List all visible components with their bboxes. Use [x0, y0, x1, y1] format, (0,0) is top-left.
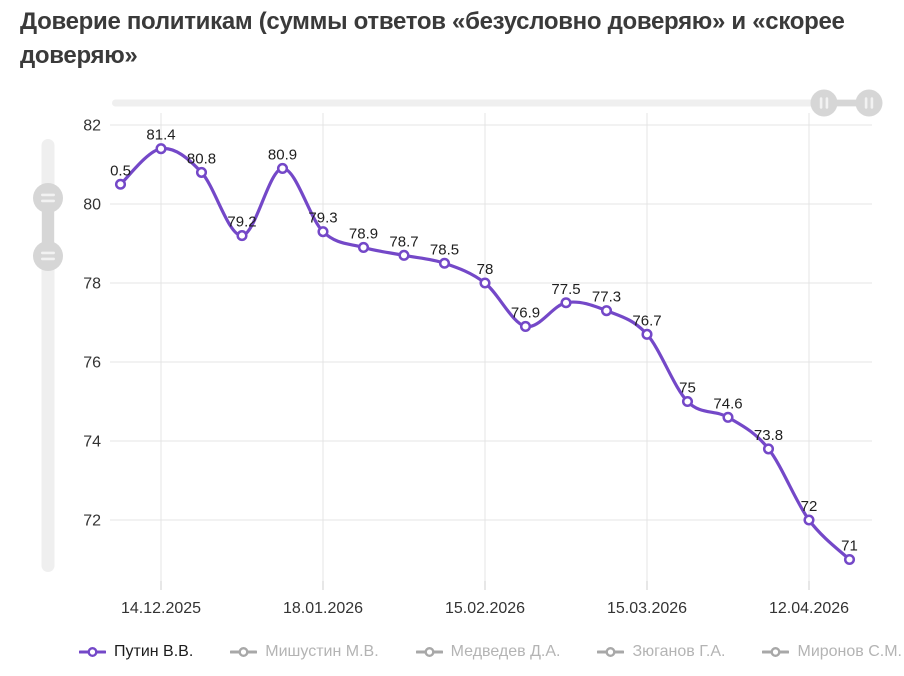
data-point[interactable]	[357, 241, 370, 253]
data-point[interactable]	[722, 411, 734, 423]
pause-bars-icon	[819, 97, 823, 109]
data-point-label: 74.6	[713, 395, 742, 412]
x-range-slider[interactable]	[112, 89, 883, 117]
y-tick-label: 78	[83, 276, 101, 293]
data-point-label: 79.2	[227, 214, 256, 231]
legend-item-label: Путин В.В.	[114, 643, 194, 660]
y-range-handle-bottom[interactable]	[33, 241, 63, 271]
data-point[interactable]	[843, 553, 856, 566]
data-point-label: 77.3	[592, 289, 621, 306]
drag-lines-icon	[41, 251, 55, 255]
data-point-label: 80.8	[187, 150, 216, 167]
legend-item-1[interactable]: Мишустин М.В.	[230, 643, 379, 661]
data-point[interactable]	[438, 257, 451, 269]
legend-item-4[interactable]: Миронов С.М.	[762, 643, 902, 661]
data-point-label: 75	[679, 380, 696, 397]
slider-handle-circle[interactable]	[33, 241, 63, 271]
data-point[interactable]	[317, 226, 329, 238]
pause-bars-icon	[870, 97, 874, 109]
data-point-label: 78.7	[389, 233, 418, 250]
data-point-label: 78	[477, 261, 494, 278]
data-point[interactable]	[641, 328, 653, 340]
data-point-label: 71	[841, 538, 858, 555]
y-tick-label: 76	[83, 355, 101, 372]
x-range-slider-bar[interactable]	[824, 99, 869, 107]
legend-series-marker-icon	[230, 647, 258, 657]
slider-handle-circle[interactable]	[33, 183, 63, 213]
data-point-label: 80.9	[268, 146, 297, 163]
drag-lines-icon	[41, 199, 55, 203]
legend-series-marker-icon	[597, 647, 625, 657]
x-tick-label: 15.02.2026	[445, 600, 525, 617]
data-point[interactable]	[114, 178, 127, 190]
data-point-label: 72	[801, 498, 818, 515]
y-range-slider[interactable]	[33, 139, 63, 572]
data-point[interactable]	[479, 277, 491, 289]
data-point[interactable]	[195, 166, 208, 178]
chart-title: Доверие политикам (суммы ответов «безусл…	[20, 8, 845, 69]
legend-series-marker-icon	[79, 647, 106, 657]
y-tick-label: 74	[83, 434, 101, 451]
x-tick-label: 14.12.2025	[121, 600, 201, 617]
data-point[interactable]	[762, 443, 775, 455]
data-point-label: 73.8	[754, 427, 783, 444]
slider-handle-circle[interactable]	[810, 89, 838, 117]
x-tick-label: 12.04.2026	[769, 600, 849, 617]
pause-bars-icon	[864, 97, 868, 109]
legend-series-marker-icon	[762, 647, 790, 657]
data-point-label: 81.4	[146, 127, 175, 144]
data-point-label: 79.3	[308, 210, 337, 227]
data-point[interactable]	[519, 320, 532, 333]
legend-item-label: Зюганов Г.А.	[632, 643, 726, 660]
x-range-handle-right[interactable]	[855, 89, 883, 117]
y-tick-label: 72	[83, 513, 101, 530]
legend-series-marker-icon	[415, 647, 443, 657]
x-axis-labels: 14.12.2025 18.01.2026 15.02.2026 15.03.2026…	[121, 600, 849, 617]
slider-handle-circle[interactable]	[855, 89, 883, 117]
data-point-label: 78.9	[349, 225, 378, 242]
drag-lines-icon	[41, 193, 55, 197]
x-range-handle-left[interactable]	[810, 89, 838, 117]
data-point[interactable]	[276, 162, 289, 174]
data-point[interactable]	[398, 249, 410, 261]
legend-item-0[interactable]: Путин В.В.	[79, 643, 193, 661]
y-range-handle-top[interactable]	[33, 183, 63, 213]
data-point-label: 76.7	[632, 312, 661, 329]
x-tick-label: 18.01.2026	[283, 600, 363, 617]
data-points	[114, 143, 856, 566]
legend-item-label: Миронов С.М.	[797, 643, 902, 660]
data-point-label: 76.9	[511, 304, 540, 321]
legend-item-3[interactable]: Зюганов Г.А.	[597, 643, 725, 661]
y-axis-labels: 82 80 78 76 74 72	[83, 118, 101, 530]
data-point-label: 77.5	[551, 281, 580, 298]
y-tick-label: 80	[83, 197, 101, 214]
x-range-slider-track[interactable]	[112, 99, 870, 107]
legend: Путин В.В. Мишустин М.В. Медведев Д.А. Зюга…	[79, 643, 902, 661]
legend-item-label: Медведев Д.А.	[450, 643, 561, 660]
drag-lines-icon	[41, 257, 55, 261]
data-point[interactable]	[155, 143, 167, 155]
data-point[interactable]	[681, 395, 694, 408]
data-point[interactable]	[600, 305, 613, 317]
data-point[interactable]	[803, 514, 815, 526]
y-tick-label: 82	[83, 118, 101, 135]
data-point[interactable]	[560, 297, 572, 309]
legend-item-2[interactable]: Медведев Д.А.	[415, 643, 561, 661]
data-point-label: 0.5	[110, 162, 131, 179]
y-gridlines	[110, 124, 872, 521]
x-gridlines	[160, 113, 810, 590]
x-tick-label: 15.03.2026	[607, 600, 687, 617]
pause-bars-icon	[825, 97, 829, 109]
data-point[interactable]	[236, 230, 248, 242]
legend-item-label: Мишустин М.В.	[265, 643, 379, 660]
data-point-label: 78.5	[430, 241, 459, 258]
data-point-labels: 0.5 81.4 80.8 79.2 80.9 79.3 78.9 78.7 78.5 78 76.…	[110, 127, 858, 555]
